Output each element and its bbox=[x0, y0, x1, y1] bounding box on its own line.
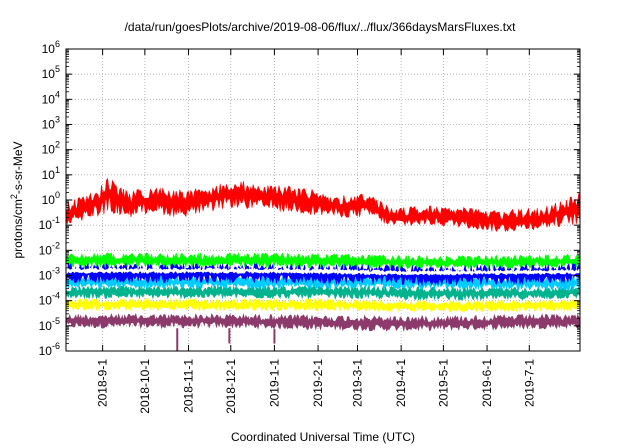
y-axis-label-superscript: 2 bbox=[9, 194, 19, 199]
y-tick-label: 105 bbox=[42, 64, 60, 81]
y-axis-label: protons/cm2-s-sr-MeV bbox=[9, 141, 25, 258]
x-axis: 2018-9-1 2018-10-1 2018-11-1 2018-12-1 2019-… bbox=[96, 49, 536, 414]
series-band bbox=[65, 284, 581, 301]
y-tick-label: 106 bbox=[42, 39, 60, 56]
x-tick-label: 2019-4-1 bbox=[394, 359, 408, 407]
x-tick-label: 2019-3-1 bbox=[351, 359, 365, 407]
y-tick-label: 102 bbox=[42, 140, 60, 157]
y-tick-label: 10-1 bbox=[39, 215, 60, 232]
chart-title: /data/run/goesPlots/archive/2019-08-06/f… bbox=[125, 20, 517, 34]
y-tick-label: 104 bbox=[42, 89, 60, 106]
x-tick-label: 2018-12-1 bbox=[224, 359, 238, 414]
y-tick-label: 10-5 bbox=[39, 316, 60, 333]
series-band bbox=[65, 177, 581, 233]
x-tick-label: 2018-9-1 bbox=[96, 359, 110, 407]
series-band bbox=[65, 313, 581, 332]
y-axis-label-main: protons/cm bbox=[11, 199, 25, 258]
y-tick-label: 103 bbox=[42, 115, 60, 132]
series-layer bbox=[65, 177, 581, 351]
y-tick-label: 10-6 bbox=[39, 341, 60, 358]
x-tick-label: 2019-2-1 bbox=[311, 359, 325, 407]
y-axis: 106 105 104 103 102 101 100 10-1 10-2 10-3 10-4 10-… bbox=[39, 39, 580, 358]
x-tick-label: 2019-5-1 bbox=[436, 359, 450, 407]
y-tick-label: 10-2 bbox=[39, 240, 60, 257]
y-tick-label: 101 bbox=[42, 165, 60, 182]
x-axis-label: Coordinated Universal Time (UTC) bbox=[231, 430, 415, 444]
x-tick-label: 2019-6-1 bbox=[480, 359, 494, 407]
y-tick-label: 10-3 bbox=[39, 266, 60, 283]
x-tick-label: 2018-11-1 bbox=[182, 359, 196, 413]
x-tick-label: 2018-10-1 bbox=[138, 359, 152, 414]
y-tick-label: 10-4 bbox=[39, 291, 60, 308]
series-band bbox=[65, 297, 581, 313]
y-tick-label: 100 bbox=[42, 190, 60, 207]
y-axis-label-unit: -s-sr-MeV bbox=[11, 141, 25, 194]
x-tick-label: 2019-7-1 bbox=[522, 359, 536, 407]
x-tick-label: 2019-1-1 bbox=[267, 359, 281, 407]
